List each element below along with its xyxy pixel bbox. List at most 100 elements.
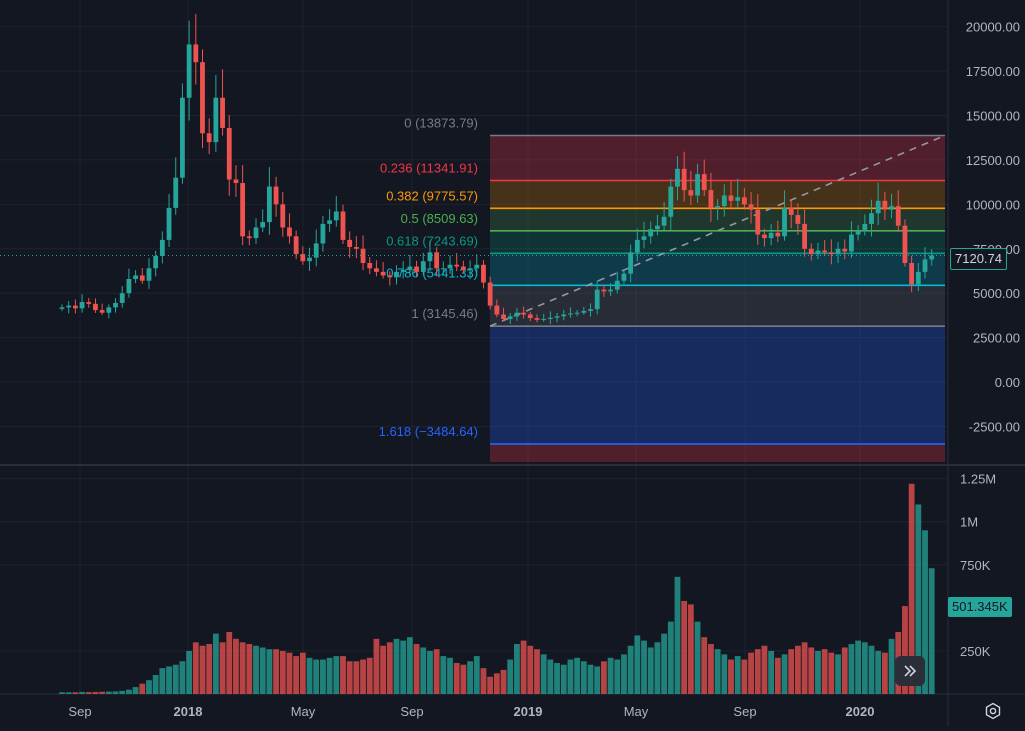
candle-body <box>628 252 634 274</box>
volume-bar <box>253 645 259 694</box>
volume-bar <box>875 650 882 694</box>
candle-body <box>380 271 386 276</box>
volume-bar <box>293 656 300 694</box>
volume-bar <box>273 649 279 694</box>
volume-bar <box>420 647 427 694</box>
volume-tick-label: 250K <box>960 644 991 659</box>
candle-body <box>287 227 292 237</box>
scroll-to-realtime-button[interactable] <box>895 656 925 686</box>
candle-body <box>440 268 446 270</box>
candle-body <box>762 234 767 239</box>
candle-body <box>708 190 714 208</box>
volume-tick-label: 1M <box>960 515 978 530</box>
volume-bar <box>447 657 453 694</box>
volume-bar <box>808 647 815 694</box>
candle-body <box>808 248 814 255</box>
candle-body <box>220 97 225 128</box>
fib-level-label: 0.618 (7243.69) <box>386 233 478 248</box>
volume-bar <box>768 650 775 694</box>
volume-bar <box>841 647 848 694</box>
volume-tick-label: 1.25M <box>960 472 996 487</box>
candle-body <box>514 312 520 317</box>
volume-bar <box>761 645 768 694</box>
candle-body <box>574 312 580 314</box>
price-tick-label: 17500.00 <box>966 64 1020 79</box>
fib-zone <box>490 135 945 181</box>
candle-body <box>166 207 172 240</box>
candle-body <box>795 215 801 224</box>
candle-body <box>494 305 500 315</box>
time-tick-label: Sep <box>68 704 91 719</box>
candle-body <box>507 316 513 319</box>
candle-body <box>266 186 272 223</box>
volume-bar <box>105 691 112 694</box>
volume-bar <box>781 654 788 694</box>
candle-body <box>701 174 707 191</box>
fib-trend-line <box>489 134 946 327</box>
volume-bar <box>594 666 601 694</box>
fib-zone <box>490 443 945 462</box>
volume-bar <box>848 644 855 694</box>
volume-bar <box>687 604 694 694</box>
candle-body <box>293 236 299 255</box>
volume-bar <box>627 645 634 694</box>
candle-body <box>675 168 680 187</box>
volume-bar <box>654 642 661 694</box>
candle-body <box>929 255 935 260</box>
price-tick-label: 10000.00 <box>966 197 1020 212</box>
volume-bar <box>219 642 226 694</box>
price-tick-label: 20000.00 <box>966 20 1020 35</box>
volume-bar <box>360 659 366 694</box>
volume-bar <box>661 633 667 694</box>
volume-bar <box>487 676 494 694</box>
volume-bar <box>259 647 266 694</box>
volume-bar <box>667 621 674 694</box>
price-axis: 20000.00 17500.00 15000.00 12500.00 10000.00… <box>966 20 1020 435</box>
volume-bar <box>754 649 761 694</box>
candle-body <box>668 186 674 217</box>
time-tick-label: May <box>624 704 649 719</box>
volume-bar <box>861 642 868 694</box>
time-axis: Sep 2018 May Sep 2019 May Sep 2020 <box>68 704 874 719</box>
candle-body <box>434 252 440 269</box>
volume-bar <box>600 661 607 694</box>
volume-bar <box>179 661 186 694</box>
volume-bar <box>159 668 166 694</box>
volume-bar <box>881 652 888 694</box>
candle-body <box>313 243 319 258</box>
volume-axis: 1.25M 1M 750K 250K <box>960 472 996 659</box>
candle-body <box>728 195 734 201</box>
candle-body <box>467 268 473 271</box>
candle-body <box>788 207 794 216</box>
candle-body <box>561 314 567 317</box>
volume-bar <box>112 691 119 694</box>
volume-bar <box>85 692 92 694</box>
volume-bar <box>774 657 781 694</box>
candle-body <box>547 317 553 319</box>
double-chevron-right-icon <box>904 665 917 677</box>
candle-body <box>634 239 640 253</box>
candle-body <box>113 302 118 308</box>
chart-settings-button[interactable] <box>982 700 1004 722</box>
volume-bar <box>728 659 734 694</box>
volume-bar <box>888 638 895 694</box>
volume-bar <box>119 690 126 694</box>
volume-bar <box>534 649 540 694</box>
candle-body <box>915 271 921 285</box>
volume-bar <box>567 659 574 694</box>
candle-body <box>180 97 185 178</box>
volume-bar <box>587 664 594 694</box>
candle-body <box>126 278 132 294</box>
candle-body <box>648 229 654 237</box>
volume-bar <box>527 645 534 694</box>
candle-body <box>153 255 159 269</box>
candle-body <box>688 190 694 196</box>
candle-body <box>240 183 246 237</box>
volume-bar <box>908 483 915 694</box>
candle-body <box>922 259 928 272</box>
volume-bar <box>139 683 146 694</box>
candle-body <box>681 168 687 191</box>
price-tick-label: -2500.00 <box>969 419 1020 434</box>
